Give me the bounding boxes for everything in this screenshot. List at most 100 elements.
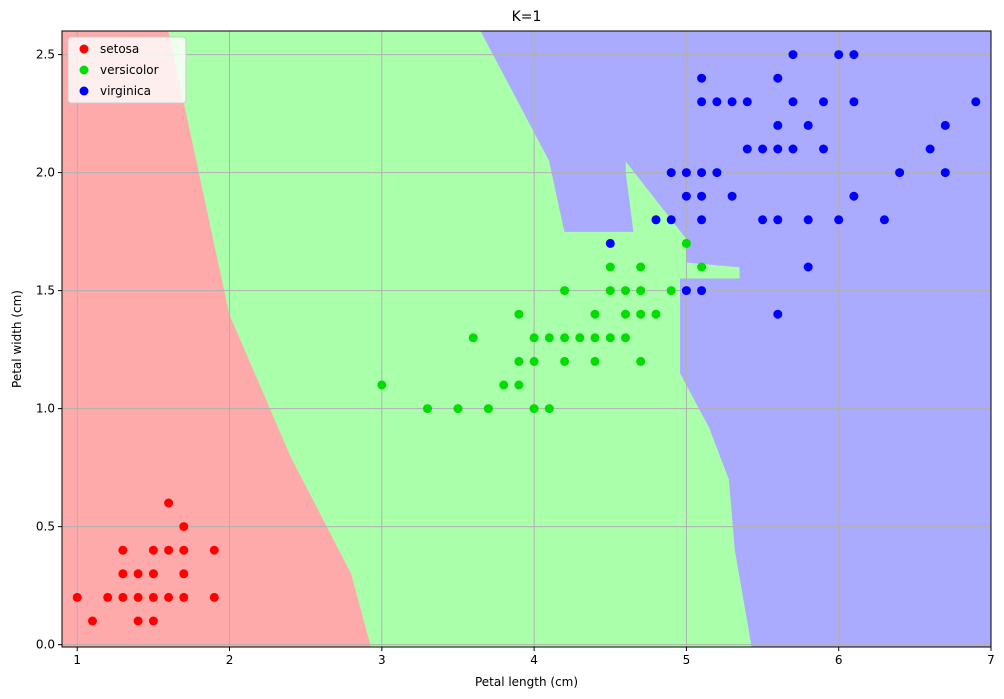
point-setosa xyxy=(118,569,128,579)
point-virginica xyxy=(773,73,783,83)
point-virginica xyxy=(788,144,798,154)
point-virginica xyxy=(788,50,798,60)
point-virginica xyxy=(834,50,844,60)
point-versicolor xyxy=(590,333,600,343)
plot-frame xyxy=(61,30,992,648)
point-virginica xyxy=(758,215,768,225)
point-versicolor xyxy=(514,380,524,390)
point-setosa xyxy=(133,592,143,602)
point-setosa xyxy=(148,569,158,579)
y-tick-label: 0.5 xyxy=(36,520,55,534)
y-axis-label: Petal width (cm) xyxy=(10,290,24,388)
point-setosa xyxy=(133,616,143,626)
point-versicolor xyxy=(499,380,509,390)
legend-label-virginica: virginica xyxy=(100,84,151,98)
legend: setosa versicolor virginica xyxy=(67,36,187,104)
point-versicolor xyxy=(590,356,600,366)
point-virginica xyxy=(727,191,737,201)
point-versicolor xyxy=(529,333,539,343)
legend-box xyxy=(67,36,187,104)
y-tick-label: 1.5 xyxy=(36,284,55,298)
point-setosa xyxy=(179,569,189,579)
point-virginica xyxy=(712,168,722,178)
x-tick-label: 3 xyxy=(378,653,386,667)
legend-marker-setosa xyxy=(79,44,89,54)
point-virginica xyxy=(773,120,783,130)
point-versicolor xyxy=(636,286,646,296)
chart-title: K=1 xyxy=(512,9,542,25)
legend-marker-virginica xyxy=(79,86,89,96)
point-setosa xyxy=(88,616,97,626)
data-points xyxy=(72,50,981,626)
point-virginica xyxy=(849,97,859,107)
point-setosa xyxy=(72,592,82,602)
point-virginica xyxy=(697,191,707,201)
point-setosa xyxy=(118,592,128,602)
decision-regions xyxy=(62,31,991,647)
point-virginica xyxy=(727,97,737,107)
point-setosa xyxy=(164,592,174,602)
x-tick-label: 2 xyxy=(226,653,234,667)
point-setosa xyxy=(148,592,158,602)
point-virginica xyxy=(605,238,615,248)
point-setosa xyxy=(179,592,189,602)
point-versicolor xyxy=(514,309,524,319)
point-versicolor xyxy=(636,262,646,272)
point-setosa xyxy=(148,545,158,555)
point-versicolor xyxy=(514,356,524,366)
point-versicolor xyxy=(681,238,691,248)
point-versicolor xyxy=(560,356,570,366)
x-tick-label: 1 xyxy=(73,653,81,667)
point-versicolor xyxy=(636,356,646,366)
region-virginica xyxy=(480,31,991,647)
point-setosa xyxy=(179,522,189,532)
x-tick-label: 7 xyxy=(987,653,995,667)
point-versicolor xyxy=(666,286,676,296)
point-virginica xyxy=(849,50,859,60)
point-versicolor xyxy=(605,333,615,343)
x-tick-label: 4 xyxy=(530,653,538,667)
y-tick-label: 1.0 xyxy=(36,402,55,416)
x-axis-label: Petal length (cm) xyxy=(475,675,578,689)
point-setosa xyxy=(209,592,219,602)
point-versicolor xyxy=(453,404,463,414)
x-tick-label: 5 xyxy=(683,653,691,667)
point-virginica xyxy=(773,215,783,225)
point-setosa xyxy=(133,569,143,579)
point-setosa xyxy=(179,545,189,555)
point-versicolor xyxy=(468,333,478,343)
point-virginica xyxy=(834,215,844,225)
point-setosa xyxy=(118,545,128,555)
point-virginica xyxy=(819,144,828,154)
point-versicolor xyxy=(544,404,554,414)
point-virginica xyxy=(681,168,691,178)
legend-label-versicolor: versicolor xyxy=(100,63,159,77)
point-virginica xyxy=(803,120,813,130)
point-versicolor xyxy=(529,356,539,366)
point-virginica xyxy=(712,97,722,107)
x-tick-label: 6 xyxy=(835,653,843,667)
point-versicolor xyxy=(697,262,707,272)
point-versicolor xyxy=(590,309,600,319)
y-tick-label: 0.0 xyxy=(36,638,55,652)
point-versicolor xyxy=(605,286,615,296)
point-virginica xyxy=(697,168,707,178)
point-virginica xyxy=(895,168,905,178)
point-virginica xyxy=(773,309,783,319)
y-tick-label: 2.0 xyxy=(36,166,55,180)
point-virginica xyxy=(849,191,859,201)
point-versicolor xyxy=(423,404,432,414)
point-setosa xyxy=(209,545,219,555)
point-versicolor xyxy=(575,333,585,343)
x-axis-ticks: 1 2 3 4 5 6 7 xyxy=(73,647,995,667)
point-virginica xyxy=(788,97,798,107)
legend-marker-versicolor xyxy=(79,65,89,75)
point-versicolor xyxy=(560,333,570,343)
y-axis-ticks: 0.0 0.5 1.0 1.5 2.0 2.5 xyxy=(36,48,62,652)
point-versicolor xyxy=(544,333,554,343)
point-virginica xyxy=(697,73,707,83)
point-virginica xyxy=(758,144,768,154)
point-setosa xyxy=(164,498,174,508)
point-setosa xyxy=(148,616,158,626)
point-virginica xyxy=(773,144,783,154)
